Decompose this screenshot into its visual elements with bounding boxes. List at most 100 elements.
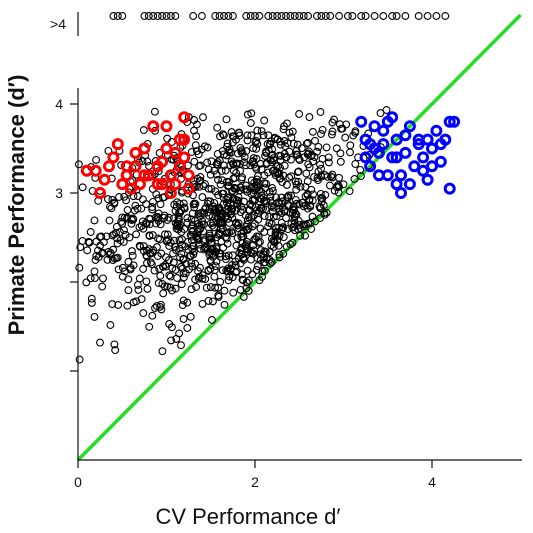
- y-tick-label: 4: [55, 96, 63, 112]
- blue-point: [448, 115, 461, 128]
- black-point: [286, 155, 295, 164]
- black-point: [266, 156, 275, 165]
- black-point: [256, 237, 264, 246]
- black-point: [302, 169, 311, 178]
- overflow-point: [295, 12, 304, 20]
- black-point: [164, 213, 173, 222]
- black-point: [206, 257, 215, 266]
- black-point: [262, 147, 270, 156]
- black-point: [261, 248, 270, 257]
- black-point: [145, 162, 153, 170]
- black-point: [252, 206, 261, 215]
- overflow-point: [317, 12, 326, 20]
- red-point: [160, 142, 173, 155]
- black-point: [336, 157, 345, 166]
- black-point: [212, 233, 221, 242]
- black-point: [195, 162, 203, 171]
- black-point: [189, 242, 198, 251]
- black-point: [249, 241, 258, 250]
- overflow-point: [441, 12, 450, 20]
- black-point: [177, 228, 186, 236]
- black-point: [261, 151, 270, 160]
- black-point: [187, 259, 196, 268]
- black-point: [248, 270, 257, 279]
- black-point: [132, 230, 141, 239]
- blue-point: [426, 142, 438, 155]
- blue-point: [390, 133, 403, 146]
- black-point: [215, 207, 224, 216]
- black-point: [345, 187, 354, 196]
- black-point: [177, 341, 185, 350]
- x-axis-title: CV Performance d′: [155, 504, 340, 529]
- black-point: [273, 236, 282, 244]
- black-point: [159, 262, 168, 271]
- black-point: [204, 266, 213, 275]
- black-point: [244, 286, 253, 295]
- black-point: [160, 213, 169, 222]
- black-point: [105, 216, 114, 225]
- black-point: [108, 231, 117, 240]
- black-point: [350, 175, 359, 183]
- black-point: [139, 126, 148, 135]
- black-point: [133, 280, 142, 289]
- red-point: [133, 178, 146, 191]
- identity-line: [76, 13, 522, 462]
- red-point: [151, 178, 164, 191]
- blue-points: [355, 111, 461, 199]
- black-point: [285, 128, 294, 137]
- overflow-point: [313, 12, 321, 20]
- black-point: [161, 261, 170, 269]
- black-points: [74, 106, 391, 364]
- black-point: [193, 220, 202, 228]
- black-point: [158, 347, 167, 356]
- black-point: [252, 182, 261, 190]
- overflow-point: [166, 12, 175, 20]
- black-point: [189, 250, 198, 259]
- overflow-point: [357, 12, 366, 20]
- black-point: [298, 198, 307, 207]
- black-point: [108, 256, 117, 265]
- black-point: [214, 292, 223, 301]
- overflow-point: [361, 12, 370, 20]
- black-point: [124, 286, 133, 295]
- overflow-point: [224, 12, 233, 20]
- black-point: [176, 208, 185, 217]
- overflow-point: [149, 12, 158, 20]
- overflow-point: [343, 12, 352, 20]
- black-point: [249, 154, 258, 163]
- black-point: [316, 189, 325, 198]
- black-point: [92, 155, 101, 164]
- black-point: [114, 301, 123, 309]
- overflow-point: [118, 12, 127, 20]
- black-point: [341, 133, 350, 142]
- black-point: [138, 217, 147, 226]
- x-tick-label: 4: [428, 474, 436, 490]
- black-point: [258, 272, 266, 281]
- black-point: [132, 297, 141, 306]
- red-point: [169, 178, 182, 191]
- black-point: [183, 214, 192, 223]
- black-point: [193, 174, 202, 183]
- black-point: [99, 274, 107, 283]
- black-point: [187, 232, 196, 241]
- black-point: [260, 197, 269, 206]
- overflow-point: [348, 12, 357, 20]
- black-point: [267, 199, 276, 208]
- black-point: [222, 115, 231, 124]
- black-point: [110, 198, 119, 207]
- black-point: [110, 340, 119, 349]
- black-point: [275, 199, 284, 208]
- black-point: [270, 238, 279, 247]
- black-point: [267, 202, 276, 211]
- black-point: [286, 240, 295, 249]
- blue-point: [412, 138, 425, 151]
- black-point: [167, 336, 176, 345]
- overflow-point: [158, 12, 167, 20]
- black-point: [198, 274, 207, 283]
- black-point: [177, 280, 186, 289]
- blue-point: [377, 138, 390, 151]
- black-point: [200, 209, 209, 218]
- red-point: [138, 169, 151, 182]
- black-point: [287, 172, 296, 181]
- black-point: [211, 283, 220, 292]
